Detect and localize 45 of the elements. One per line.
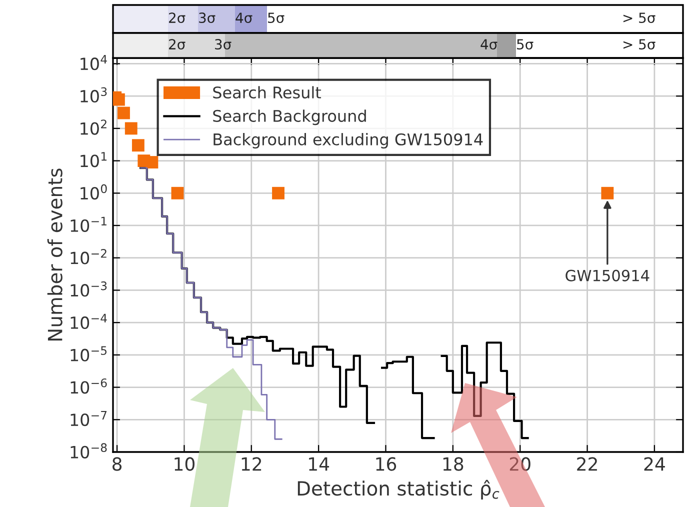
y-tick-label: 10$^{−2}$ bbox=[70, 249, 106, 264]
x-tick-label: 14 bbox=[309, 457, 330, 471]
y-tick-label: 10$^{2}$ bbox=[80, 120, 106, 135]
x-tick-label: 24 bbox=[644, 457, 665, 471]
text: 2σ bbox=[169, 39, 186, 50]
text: 5σ bbox=[517, 39, 534, 50]
x-tick-label: 18 bbox=[443, 457, 464, 471]
text: 3σ bbox=[199, 12, 216, 24]
y-tick-label: 10$^{1}$ bbox=[80, 152, 107, 168]
legend-label: Search Background bbox=[213, 110, 366, 126]
annotation: GW150914 bbox=[566, 270, 650, 282]
point bbox=[146, 156, 158, 168]
x-tick-label: 10 bbox=[174, 457, 194, 471]
text: 5σ bbox=[268, 12, 284, 24]
y-tick-label: 10$^{3}$ bbox=[80, 87, 107, 102]
point bbox=[171, 186, 184, 200]
x-tick-label: 8 bbox=[112, 457, 122, 471]
point bbox=[113, 93, 125, 106]
point bbox=[118, 106, 130, 120]
point bbox=[132, 139, 144, 152]
legend-label: Search Result bbox=[213, 86, 322, 99]
y-tick-label: 10$^{−6}$ bbox=[70, 378, 107, 394]
point bbox=[272, 186, 284, 200]
text: 4σ bbox=[480, 39, 498, 50]
point bbox=[601, 186, 614, 200]
point bbox=[124, 122, 138, 135]
y-tick-label: 10$^{−8}$ bbox=[70, 443, 107, 458]
y-axis-title: Number of events bbox=[47, 168, 62, 340]
text: > 5σ bbox=[623, 12, 656, 24]
x-tick-label: 12 bbox=[242, 457, 262, 471]
x-tick-label: 16 bbox=[376, 457, 396, 471]
y-tick-label: 10$^{−1}$ bbox=[70, 216, 106, 232]
text: 3σ bbox=[215, 39, 232, 50]
y-tick-label: 10$^{4}$ bbox=[80, 55, 107, 70]
x-tick-label: 22 bbox=[577, 457, 597, 471]
text: > 5σ bbox=[623, 39, 656, 50]
text: 4σ bbox=[236, 12, 252, 24]
text: 2σ bbox=[169, 12, 186, 24]
y-tick-label: 10$^{−4}$ bbox=[70, 314, 107, 330]
y-tick-label: 10$^{0}$ bbox=[80, 184, 107, 200]
legend-label: Background excluding GW150914 bbox=[214, 133, 483, 149]
x-axis-title: Detection statistic ρ̂$_{c}$ bbox=[298, 480, 500, 500]
y-tick-label: 10$^{−7}$ bbox=[70, 410, 107, 426]
y-tick-label: 10$^{−3}$ bbox=[70, 281, 107, 297]
y-tick-label: 10$^{−5}$ bbox=[70, 346, 107, 362]
